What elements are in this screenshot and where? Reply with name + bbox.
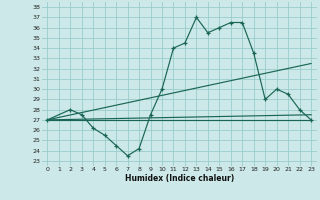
X-axis label: Humidex (Indice chaleur): Humidex (Indice chaleur)	[124, 174, 234, 183]
